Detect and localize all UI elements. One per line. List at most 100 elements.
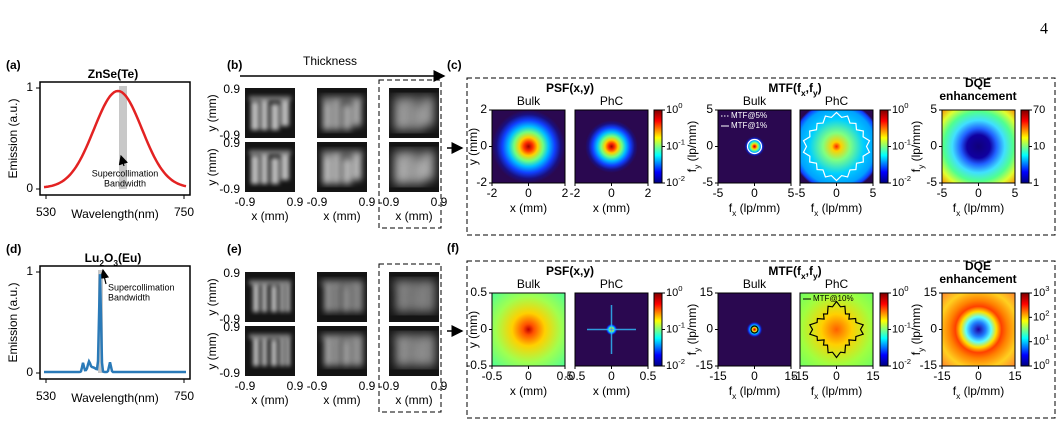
blur-bar xyxy=(281,100,289,126)
image-content xyxy=(321,96,363,130)
colorbar-tick-label: 10-2 xyxy=(892,357,911,372)
text-part: y xyxy=(813,271,818,281)
text-part: 10 xyxy=(892,104,904,116)
text-part: f xyxy=(811,384,815,398)
text-part: y xyxy=(916,347,926,352)
blur-bar xyxy=(343,158,351,184)
text-part: 70 xyxy=(1033,104,1045,116)
text-part: (Eu) xyxy=(118,251,141,265)
y-axis-label: y (mm) xyxy=(205,148,219,185)
mtf-contour xyxy=(802,111,871,182)
x-axis-label: fx (lp/mm) xyxy=(729,384,781,401)
blur-bar xyxy=(405,100,412,130)
x-axis-label: x (mm) xyxy=(395,209,432,223)
blur-bar xyxy=(334,282,339,312)
x-tick-label: 0 xyxy=(975,369,982,383)
blur-bar xyxy=(280,284,284,312)
text-part: f xyxy=(685,351,699,355)
x-tick-label: 15 xyxy=(784,369,798,383)
x-tick-label: 0.9 xyxy=(359,379,376,393)
heatmap xyxy=(491,292,566,367)
y-axis-label: y (mm) xyxy=(205,332,219,369)
text-part: 10 xyxy=(892,323,904,335)
blur-bar xyxy=(397,336,403,366)
x-axis-label: fx (lp/mm) xyxy=(811,201,863,218)
blur-bar xyxy=(358,338,362,366)
image-content xyxy=(321,334,363,366)
x-tick-label: -2 xyxy=(487,186,498,200)
text-part: 10 xyxy=(666,177,678,189)
colorbar xyxy=(1020,109,1030,184)
colorbar xyxy=(1020,292,1030,367)
panel-label: (e) xyxy=(227,242,242,256)
x-tick-label: 0.5 xyxy=(557,369,574,383)
y-tick-label: 2 xyxy=(480,102,487,116)
blur-bar xyxy=(430,284,434,312)
colorbar xyxy=(653,109,663,184)
x-axis-label: Wavelength(nm) xyxy=(71,207,159,221)
x-axis-label: fx (lp/mm) xyxy=(729,201,781,218)
x-tick-label: -5 xyxy=(713,186,724,200)
spectrum-line xyxy=(44,274,186,374)
text-part: f xyxy=(953,201,957,215)
legend-entry: MTF@1% xyxy=(731,121,767,130)
mtf-contour xyxy=(808,300,865,359)
subplot-title: PhC xyxy=(600,277,624,291)
x-tick-label: 0 xyxy=(608,186,615,200)
y-axis-label: Emission (a.u.) xyxy=(6,98,20,178)
text-part: -1 xyxy=(678,137,685,146)
blur-bar xyxy=(271,104,279,130)
blur-bar xyxy=(249,280,291,285)
x-tick-label: 15 xyxy=(866,369,880,383)
heatmap xyxy=(491,109,566,184)
blur-bar xyxy=(334,336,339,366)
blur-bar xyxy=(271,286,277,312)
text-part: f xyxy=(909,351,923,355)
blur-bar xyxy=(397,282,403,312)
y-tick-label: 0 xyxy=(480,139,487,153)
subplot-title: PhC xyxy=(825,94,849,108)
panel-title: Lu2O3(Eu) xyxy=(85,251,142,268)
annotation: Bandwidth xyxy=(104,178,146,188)
blur-bar xyxy=(393,96,435,101)
colorbar xyxy=(879,109,889,184)
x-tick-label: -2 xyxy=(570,186,581,200)
blur-bar xyxy=(253,282,259,312)
text-part: 2 xyxy=(99,258,104,268)
text-part: 2 xyxy=(1045,308,1049,317)
image-content xyxy=(393,150,435,184)
text-part: (lp/mm) xyxy=(736,384,780,398)
blur-bar xyxy=(343,340,349,366)
y-axis-label: fy (lp/mm) xyxy=(909,304,926,356)
text-part: y xyxy=(813,88,818,98)
blur-bar xyxy=(430,338,434,366)
text-part: 3 xyxy=(1045,284,1049,293)
text-part: (lp/mm) xyxy=(960,201,1004,215)
arrow-label: Thickness xyxy=(303,54,357,68)
heatmap xyxy=(941,109,1016,184)
heatmap xyxy=(799,292,874,367)
text-part: (lp/mm) xyxy=(818,384,862,398)
blur-bar xyxy=(352,338,356,366)
y-tick-label: 1 xyxy=(26,80,33,94)
colorbar-tick-label: 10-2 xyxy=(666,174,685,189)
text-part: 3 xyxy=(113,258,118,268)
text-part: (lp/mm) xyxy=(909,304,923,348)
blur-bar xyxy=(395,156,403,184)
subplot-title: PhC xyxy=(600,94,624,108)
text-part: ) xyxy=(818,81,822,95)
psf-cross xyxy=(587,305,636,354)
blur-bar xyxy=(253,336,259,366)
blur-bar xyxy=(321,150,363,155)
blur-bar xyxy=(325,336,331,366)
image-content xyxy=(393,280,435,312)
text-part: f xyxy=(953,384,957,398)
x-tick-label: -0.5 xyxy=(482,369,503,383)
text-part: 1 xyxy=(1033,177,1039,189)
y-axis-label: y (mm) xyxy=(466,311,480,348)
heatmap xyxy=(941,292,1016,367)
y-tick-label: -5 xyxy=(702,175,713,189)
x-tick-label: 0.9 xyxy=(287,379,304,393)
y-tick-label: 15 xyxy=(700,285,714,299)
